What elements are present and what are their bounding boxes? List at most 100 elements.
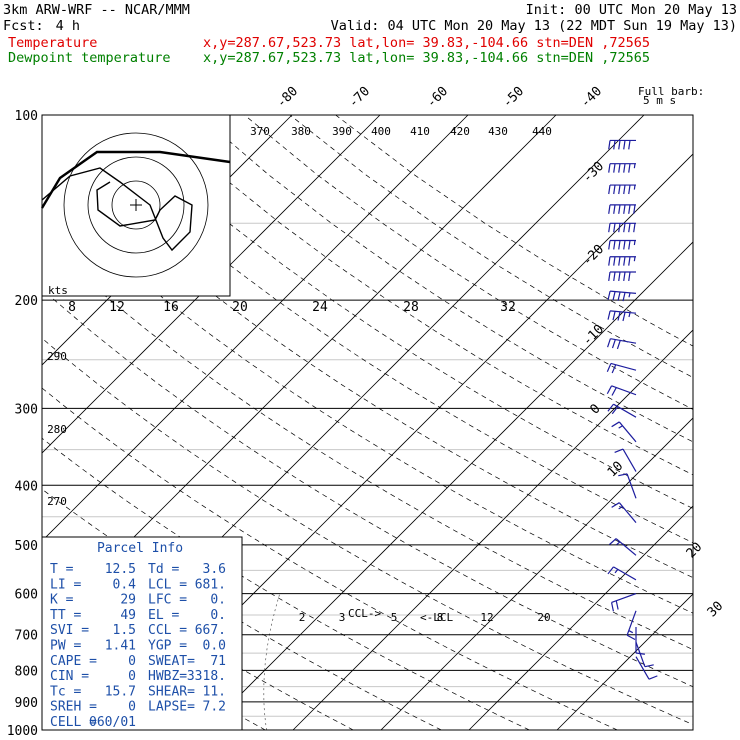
wind-barb-flag (623, 271, 626, 281)
parcel-row-0-col-1: 12.5 (105, 562, 136, 577)
wind-barb-flag (613, 271, 616, 281)
theta-label: 400 (371, 125, 391, 138)
dry-adiabat (107, 115, 693, 509)
hodograph-speed-label: 8 (68, 300, 76, 315)
wind-barb-flag (615, 600, 619, 610)
dry-adiabat (62, 115, 693, 544)
wind-barb-flag (608, 240, 611, 250)
parcel-row-3-col-3: 0. (210, 608, 226, 623)
parcel-row-6-col-3: 71 (210, 654, 226, 669)
temperature-tick-label: -70 (346, 84, 373, 111)
pressure-tick-label: 800 (15, 664, 38, 679)
wind-barb (607, 566, 637, 581)
pressure-tick-label: 900 (15, 696, 38, 711)
wind-barb-flag (633, 163, 636, 169)
parcel-info-box: Parcel Info T = 12.5 Td = 3.6 LI = 0.4 LCL = 68… (41, 536, 243, 731)
barb-key-title: Full barb: (638, 85, 704, 98)
parcel-row-2-col-1: 29 (120, 593, 136, 608)
wind-barb-shaft (618, 502, 637, 523)
wind-barb-shaft (611, 385, 637, 396)
lcl-marker: <-LCL (420, 611, 453, 624)
pressure-tick-label: 400 (15, 479, 38, 494)
wind-barb-flag (617, 291, 621, 301)
pressure-tick-label: 300 (15, 402, 38, 417)
wind-barb-flag (628, 240, 631, 250)
wind-barb-shaft (626, 610, 637, 636)
init-time: Init: 00 UTC Mon 20 May 13 (526, 2, 737, 18)
legend-temperature-info: x,y=287.67,523.73 lat,lon= 39.83,-104.66… (203, 35, 650, 51)
wind-barb-flag (633, 256, 636, 262)
dry-adiabat (42, 387, 618, 730)
wind-barb (607, 338, 637, 350)
parcel-row-3-col-0: TT = (50, 608, 81, 623)
wind-barb (608, 139, 636, 150)
wind-barb-flag (608, 140, 611, 150)
wind-barb-shaft (615, 538, 637, 556)
parcel-row-4-col-3: 667. (195, 623, 226, 638)
wind-barb (618, 473, 637, 499)
theta-label: 370 (250, 125, 270, 138)
parcel-row-4-col-1: 1.5 (113, 623, 136, 638)
wind-barb-flag (613, 163, 616, 173)
wind-barb-flag (628, 184, 631, 195)
wind-barb-flag (618, 271, 621, 281)
dry-adiabat (42, 140, 693, 578)
parcel-row-0-col-0: T = (50, 562, 74, 577)
parcel-row-8-col-1: 15.7 (105, 684, 136, 699)
wind-barb-flag (633, 204, 636, 214)
wind-barb-flag (628, 140, 631, 150)
wind-barb-flag (628, 204, 631, 214)
wind-barb-flag (628, 312, 631, 318)
parcel-row-0-col-3: 3.6 (203, 562, 226, 577)
mixing-ratio-label: 20 (537, 611, 550, 624)
wind-barb-flag (607, 566, 614, 575)
wind-barb-flag (613, 140, 616, 150)
wind-barb (608, 271, 636, 281)
wind-barb-flag (612, 311, 616, 321)
wind-barb-flag (607, 338, 611, 348)
isotherm (42, 115, 381, 454)
wind-barb-flag (633, 184, 636, 190)
parcel-row-8-col-3: 11. (203, 684, 226, 699)
dry-adiabat (42, 540, 354, 730)
wind-barb-flag (628, 256, 631, 266)
wind-barb (608, 184, 636, 195)
wind-barb-flag (623, 163, 626, 173)
parcel-row-5-col-2: YGP = (148, 639, 187, 654)
wind-barb-flag (623, 184, 626, 195)
wind-barb-flag (607, 403, 614, 412)
wind-barb-flag (611, 421, 620, 428)
hodograph-speed-label: 16 (163, 300, 179, 315)
parcel-row-10-col-0: CELL = (50, 715, 97, 730)
wind-barb-flag (618, 256, 621, 266)
wind-barb-flag (611, 387, 617, 396)
wind-barb-flag (610, 602, 614, 612)
wind-barb (608, 163, 636, 173)
pressure-tick-label: 500 (15, 539, 38, 554)
wind-barb-shaft (613, 566, 637, 581)
wind-barb-flag (611, 406, 619, 415)
parcel-row-8-col-0: Tc = (50, 684, 81, 699)
wind-barb-flag (648, 675, 658, 680)
wind-barb (608, 204, 636, 214)
hodograph-speed-label: 12 (109, 300, 125, 315)
forecast-label: Fcst: (3, 18, 44, 34)
wind-barb-flag (614, 568, 619, 574)
isotherm (42, 115, 469, 542)
wind-barb-flag (608, 256, 611, 266)
wind-barb-flag (618, 140, 621, 150)
wind-barb-shaft (611, 592, 637, 604)
wind-barb-flag (622, 292, 626, 302)
parcel-row-7-col-3: 3318. (187, 669, 226, 684)
wind-barb (635, 642, 654, 668)
wind-barb-shaft (610, 310, 637, 314)
dry-adiabat (289, 115, 693, 378)
mixing-ratio-label: 12 (480, 611, 493, 624)
wind-barb-flag (613, 256, 616, 266)
wind-barb-flag (616, 541, 621, 546)
parcel-row-8-col-2: SHEAR= (148, 684, 195, 699)
hodograph-speed-label: 24 (312, 300, 328, 315)
wind-barb-flag (614, 448, 624, 453)
ccl-marker: CCL-> (348, 607, 381, 620)
temperature-tick-label: 20 (684, 540, 706, 562)
